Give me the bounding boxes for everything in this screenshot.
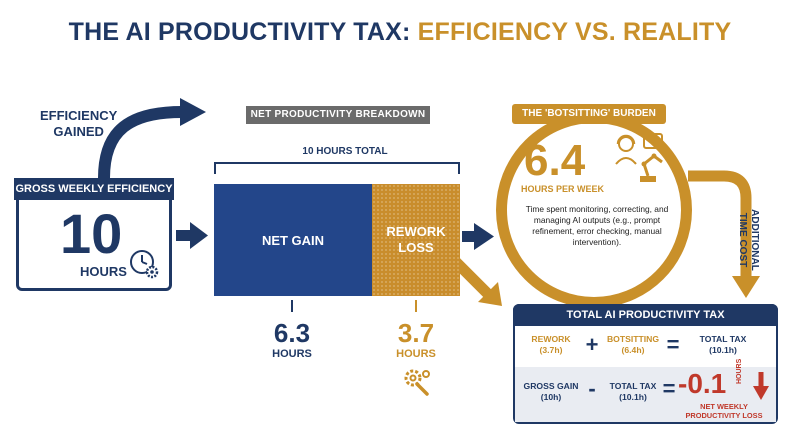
net-loss-label: NET WEEKLY PRODUCTIVITY LOSS xyxy=(685,402,763,420)
rework-to-tax-arrowhead xyxy=(478,282,502,306)
tax-total-tax-cell: TOTAL TAX (10.1h) xyxy=(609,381,657,402)
tax-row-2-background xyxy=(515,367,776,422)
rework-to-tax-arrow xyxy=(452,258,492,298)
gross-efficiency-header: GROSS WEEKLY EFFICIENCY xyxy=(14,178,174,200)
total-bracket xyxy=(214,162,460,174)
rework-loss-value: 3.7 xyxy=(397,318,435,348)
additional-time-cost-arrowhead xyxy=(732,276,760,298)
net-loss-value: -0.1 xyxy=(678,368,727,399)
tax-total-cell: TOTAL TAX (10.1h) xyxy=(699,334,747,355)
efficiency-gained-arrowhead xyxy=(180,98,206,126)
title-part-1: THE AI PRODUCTIVITY TAX: xyxy=(68,18,418,46)
rework-loss-bar-label-1: REWORK xyxy=(386,224,446,239)
net-gain-bar-label: NET GAIN xyxy=(261,232,325,248)
net-gain-unit: HOURS xyxy=(272,348,312,360)
clock-gear-icon xyxy=(130,250,159,279)
equals-operator-2: = xyxy=(662,376,676,401)
gross-efficiency-value: 10 xyxy=(60,202,123,265)
botsitting-description: Time spent monitoring, correcting, and m… xyxy=(525,204,669,247)
gross-to-bar-arrow xyxy=(176,230,192,241)
equals-operator-1: = xyxy=(666,332,680,357)
botsitting-burden-label: THE 'BOTSITTING' BURDEN xyxy=(512,104,666,124)
gross-to-bar-arrowhead xyxy=(190,222,208,249)
net-productivity-breakdown-label: NET PRODUCTIVITY BREAKDOWN xyxy=(246,106,430,124)
total-tax-header: TOTAL AI PRODUCTIVITY TAX xyxy=(513,304,778,326)
net-gain-value: 6.3 xyxy=(273,318,311,348)
title-part-2: EFFICIENCY VS. REALITY xyxy=(417,18,732,46)
svg-text:?: ? xyxy=(650,135,656,148)
total-hours-label: 10 HOURS TOTAL xyxy=(302,146,388,157)
additional-time-cost-label: ADDITIONAL TIME COST xyxy=(737,209,760,271)
down-arrow-icon xyxy=(753,372,769,400)
bar-to-circle-arrowhead xyxy=(474,223,494,250)
net-loss-unit: HOURS xyxy=(736,358,743,384)
tax-rework-cell: REWORK (3.7h) xyxy=(531,334,571,355)
tax-botsitting-cell: BOTSITTING (6.4h) xyxy=(606,334,660,355)
gross-efficiency-unit: HOURS xyxy=(80,264,127,279)
minus-operator: - xyxy=(588,376,596,401)
rework-loss-unit: HOURS xyxy=(396,348,436,360)
plus-operator: + xyxy=(585,332,599,357)
rework-loss-bar-label-2: LOSS xyxy=(398,240,434,255)
botsitting-value: 6.4 xyxy=(524,136,586,185)
efficiency-gained-label: EFFICIENCY GAINED xyxy=(40,108,118,139)
net-gain-bar: NET GAIN xyxy=(214,184,372,296)
bar-to-circle-arrow xyxy=(462,231,476,242)
person-robot-arm-icon: ? xyxy=(615,133,663,182)
tax-gross-gain-cell: GROSS GAIN (10h) xyxy=(523,381,579,402)
page-title: THE AI PRODUCTIVITY TAX: EFFICIENCY VS. … xyxy=(0,18,800,47)
rework-loss-bar: REWORK LOSS xyxy=(372,184,460,296)
botsitting-unit: HOURS PER WEEK xyxy=(521,184,605,194)
wrench-gear-icon xyxy=(404,369,430,396)
